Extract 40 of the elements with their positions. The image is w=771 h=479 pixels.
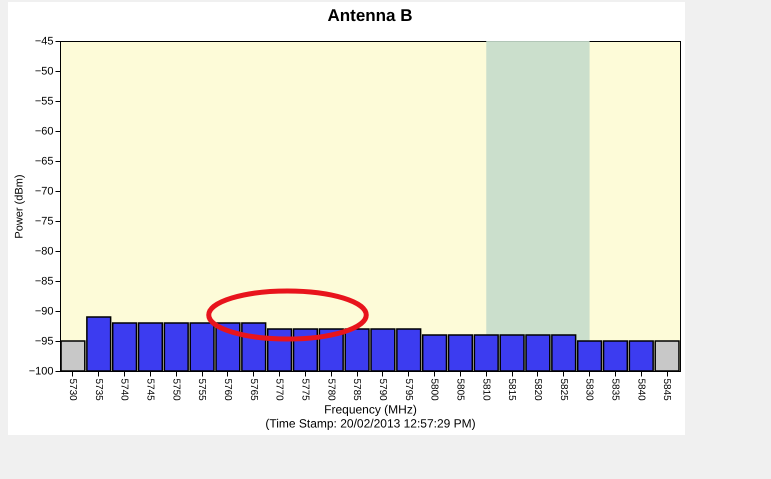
x-tick-label: 5845	[661, 378, 672, 402]
x-tick-label: 5795	[402, 378, 414, 402]
y-tick-label: −75	[34, 216, 54, 228]
x-tick-label: 5800	[428, 378, 440, 402]
y-tick-label: −100	[28, 366, 54, 378]
x-tick-label: 5820	[532, 378, 543, 402]
y-tick-label: −65	[34, 156, 54, 168]
x-tick-label: 5760	[222, 378, 233, 402]
y-tick-label: −45	[34, 36, 54, 48]
x-tick-label: 5755	[196, 378, 208, 402]
x-tick-label: 5770	[274, 378, 285, 402]
x-tick-label: 5750	[170, 378, 182, 402]
x-tick-label: 5825	[558, 378, 569, 402]
x-tick-label: 5830	[584, 378, 595, 402]
text: (Time Stamp: 20/02/2013 12:57:29 PM)	[265, 416, 476, 431]
x-tick-label: 5790	[376, 378, 388, 402]
y-tick-label: −85	[34, 276, 54, 288]
x-tick-label: 5780	[325, 378, 336, 402]
x-tick-label: 5815	[506, 378, 518, 402]
x-tick-label: 5765	[248, 378, 259, 402]
y-tick-label: −55	[34, 96, 54, 108]
x-tick-label: 5745	[144, 378, 156, 402]
chart-title: Antenna B	[328, 6, 412, 25]
y-tick-label: −90	[34, 306, 54, 318]
y-tick-label: −80	[34, 246, 54, 258]
y-tick-label: −60	[34, 126, 54, 138]
x-tick-label: 5810	[480, 378, 492, 402]
x-tick-label: 5805	[454, 378, 466, 402]
y-tick-label: −95	[34, 336, 54, 348]
x-axis-title: Frequency (MHz)	[324, 402, 417, 417]
x-tick-label: 5785	[351, 378, 362, 402]
x-tick-label: 5835	[609, 378, 620, 402]
y-tick-label: −50	[34, 66, 54, 78]
y-axis-title: Power (dBm)	[14, 174, 26, 239]
x-tick-label: 5840	[635, 378, 646, 402]
x-tick-label: 5735	[92, 378, 104, 402]
y-tick-label: −70	[34, 186, 54, 198]
x-tick-label: 5730	[66, 378, 78, 402]
x-tick-label: 5740	[118, 378, 130, 402]
x-tick-label: 5775	[299, 378, 310, 402]
